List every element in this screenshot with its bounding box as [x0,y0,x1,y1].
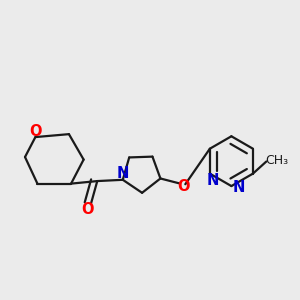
Text: O: O [177,179,190,194]
Text: O: O [29,124,42,139]
Text: N: N [117,166,129,181]
Text: CH₃: CH₃ [265,154,288,167]
Text: O: O [81,202,94,217]
Text: N: N [207,173,219,188]
Text: N: N [233,180,245,195]
